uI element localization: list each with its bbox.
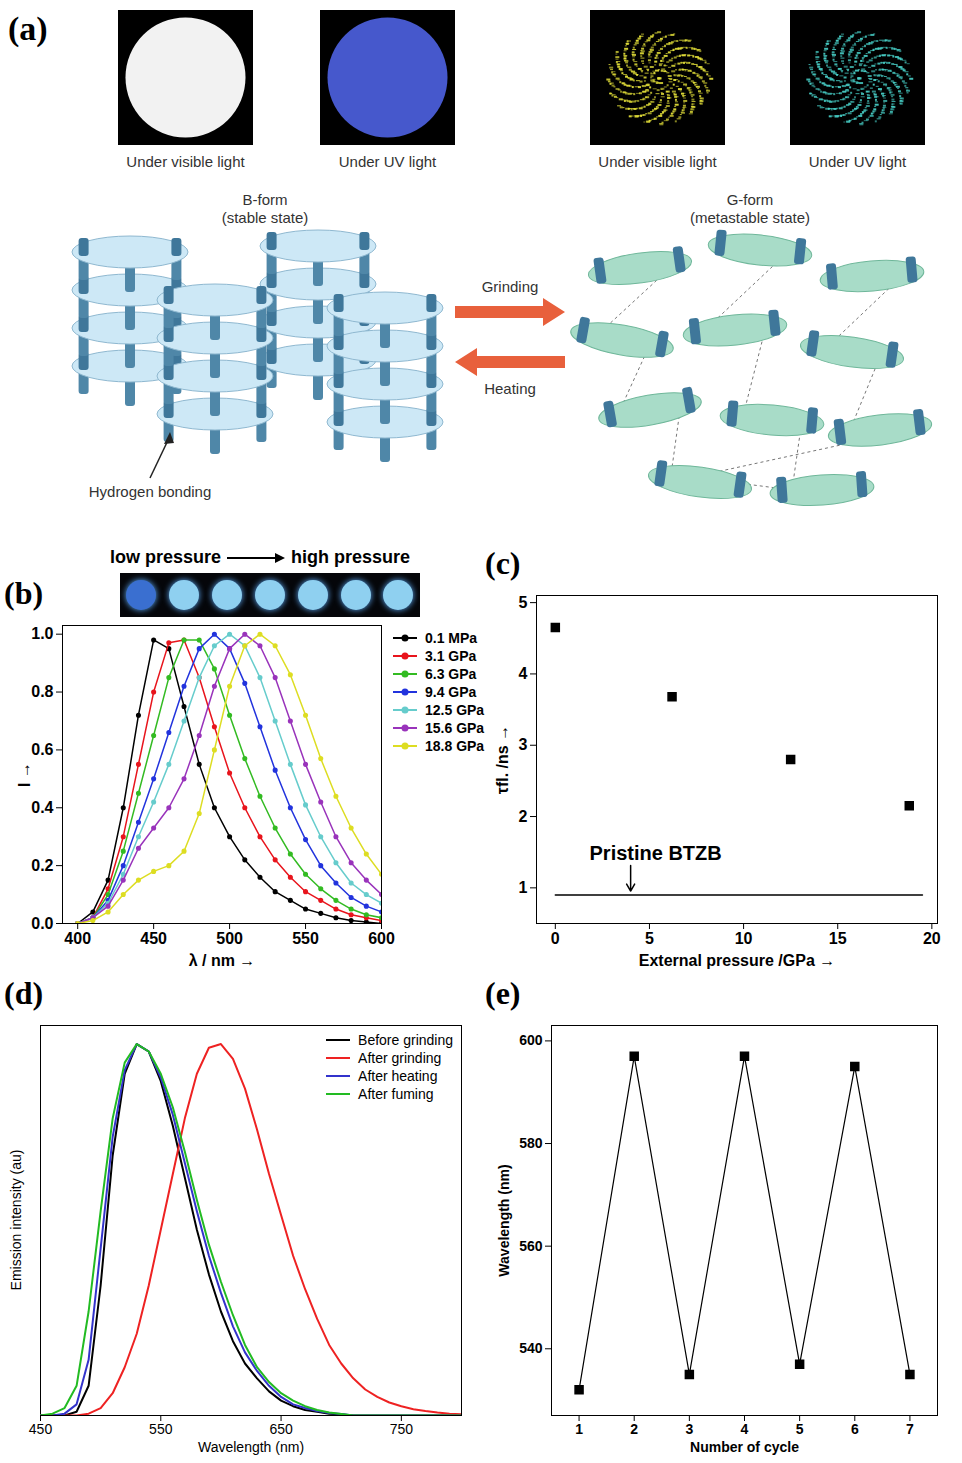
svg-text:Grinding: Grinding	[482, 278, 539, 295]
svg-text:B-form: B-form	[243, 191, 288, 208]
svg-text:τfl. /ns →: τfl. /ns →	[494, 725, 511, 794]
svg-text:(a): (a)	[8, 10, 48, 48]
html-text:(d): (d)	[4, 975, 44, 1011]
svg-text:400: 400	[64, 930, 91, 947]
svg-text:G-form: G-form	[727, 191, 774, 208]
svg-text:6: 6	[851, 1421, 859, 1437]
html-text:high pressure: high pressure	[291, 547, 411, 567]
html-text:6.3 GPa: 6.3 GPa	[425, 666, 477, 682]
svg-text:600: 600	[519, 1032, 543, 1048]
svg-text:Under visible light: Under visible light	[126, 153, 245, 170]
svg-text:7: 7	[906, 1421, 914, 1437]
svg-text:3: 3	[685, 1421, 693, 1437]
svg-text:I →: I →	[16, 762, 33, 787]
svg-text:Number of cycle: Number of cycle	[690, 1439, 799, 1455]
svg-text:600: 600	[368, 930, 395, 947]
svg-text:5: 5	[519, 594, 528, 611]
html-text:Before grinding: Before grinding	[358, 1032, 453, 1048]
svg-text:450: 450	[140, 930, 167, 947]
html-text:(c): (c)	[485, 545, 521, 581]
svg-text:Hydrogen bonding: Hydrogen bonding	[89, 483, 212, 500]
svg-text:2: 2	[630, 1421, 638, 1437]
svg-text:650: 650	[269, 1421, 293, 1437]
svg-text:4: 4	[741, 1421, 749, 1437]
svg-text:5: 5	[645, 930, 654, 947]
html-text:12.5 GPa: 12.5 GPa	[425, 702, 485, 718]
html-text:low pressure: low pressure	[110, 547, 221, 567]
svg-text:1: 1	[519, 879, 528, 896]
html-text:18.8 GPa: 18.8 GPa	[425, 738, 485, 754]
html-text:After grinding: After grinding	[358, 1050, 442, 1066]
svg-text:0.4: 0.4	[31, 799, 53, 816]
svg-text:Heating: Heating	[484, 380, 536, 397]
svg-text:20: 20	[923, 930, 941, 947]
svg-text:Wavelength (nm): Wavelength (nm)	[496, 1164, 512, 1276]
svg-text:580: 580	[519, 1135, 543, 1151]
svg-text:3: 3	[519, 736, 528, 753]
html-text:Emission intensity (au): Emission intensity (au)	[8, 1149, 24, 1291]
svg-text:0.6: 0.6	[31, 741, 53, 758]
svg-text:1.0: 1.0	[31, 625, 53, 642]
svg-text:External pressure /GPa →: External pressure /GPa →	[639, 952, 836, 969]
html-text:After fuming: After fuming	[358, 1086, 434, 1102]
svg-text:560: 560	[519, 1238, 543, 1254]
svg-text:0.8: 0.8	[31, 683, 53, 700]
html-text:3.1 GPa: 3.1 GPa	[425, 648, 477, 664]
svg-text:4: 4	[519, 665, 528, 682]
svg-text:2: 2	[519, 808, 528, 825]
html-text:(b): (b)	[4, 575, 44, 611]
svg-text:550: 550	[292, 930, 319, 947]
svg-text:540: 540	[519, 1340, 543, 1356]
svg-text:λ / nm →: λ / nm →	[189, 952, 256, 969]
html-text:0.1 MPa: 0.1 MPa	[425, 630, 478, 646]
svg-text:Wavelength (nm): Wavelength (nm)	[198, 1439, 304, 1455]
svg-text:450: 450	[29, 1421, 53, 1437]
svg-text:750: 750	[390, 1421, 414, 1437]
html-text:After heating: After heating	[358, 1068, 438, 1084]
svg-text:Under visible light: Under visible light	[598, 153, 717, 170]
svg-text:Under UV light: Under UV light	[809, 153, 907, 170]
html-text:9.4 GPa: 9.4 GPa	[425, 684, 477, 700]
svg-text:0.2: 0.2	[31, 857, 53, 874]
svg-text:1: 1	[575, 1421, 583, 1437]
svg-text:0.0: 0.0	[31, 915, 53, 932]
html-text:15.6 GPa: 15.6 GPa	[425, 720, 485, 736]
svg-text:550: 550	[149, 1421, 173, 1437]
svg-text:5: 5	[796, 1421, 804, 1437]
svg-text:(metastable state): (metastable state)	[690, 209, 810, 226]
svg-text:0: 0	[551, 930, 560, 947]
html-text:(e): (e)	[485, 975, 521, 1011]
svg-text:15: 15	[829, 930, 847, 947]
svg-text:(stable state): (stable state)	[222, 209, 309, 226]
svg-text:500: 500	[216, 930, 243, 947]
svg-text:Pristine BTZB: Pristine BTZB	[590, 842, 722, 864]
svg-text:Under UV light: Under UV light	[339, 153, 437, 170]
svg-text:10: 10	[735, 930, 753, 947]
